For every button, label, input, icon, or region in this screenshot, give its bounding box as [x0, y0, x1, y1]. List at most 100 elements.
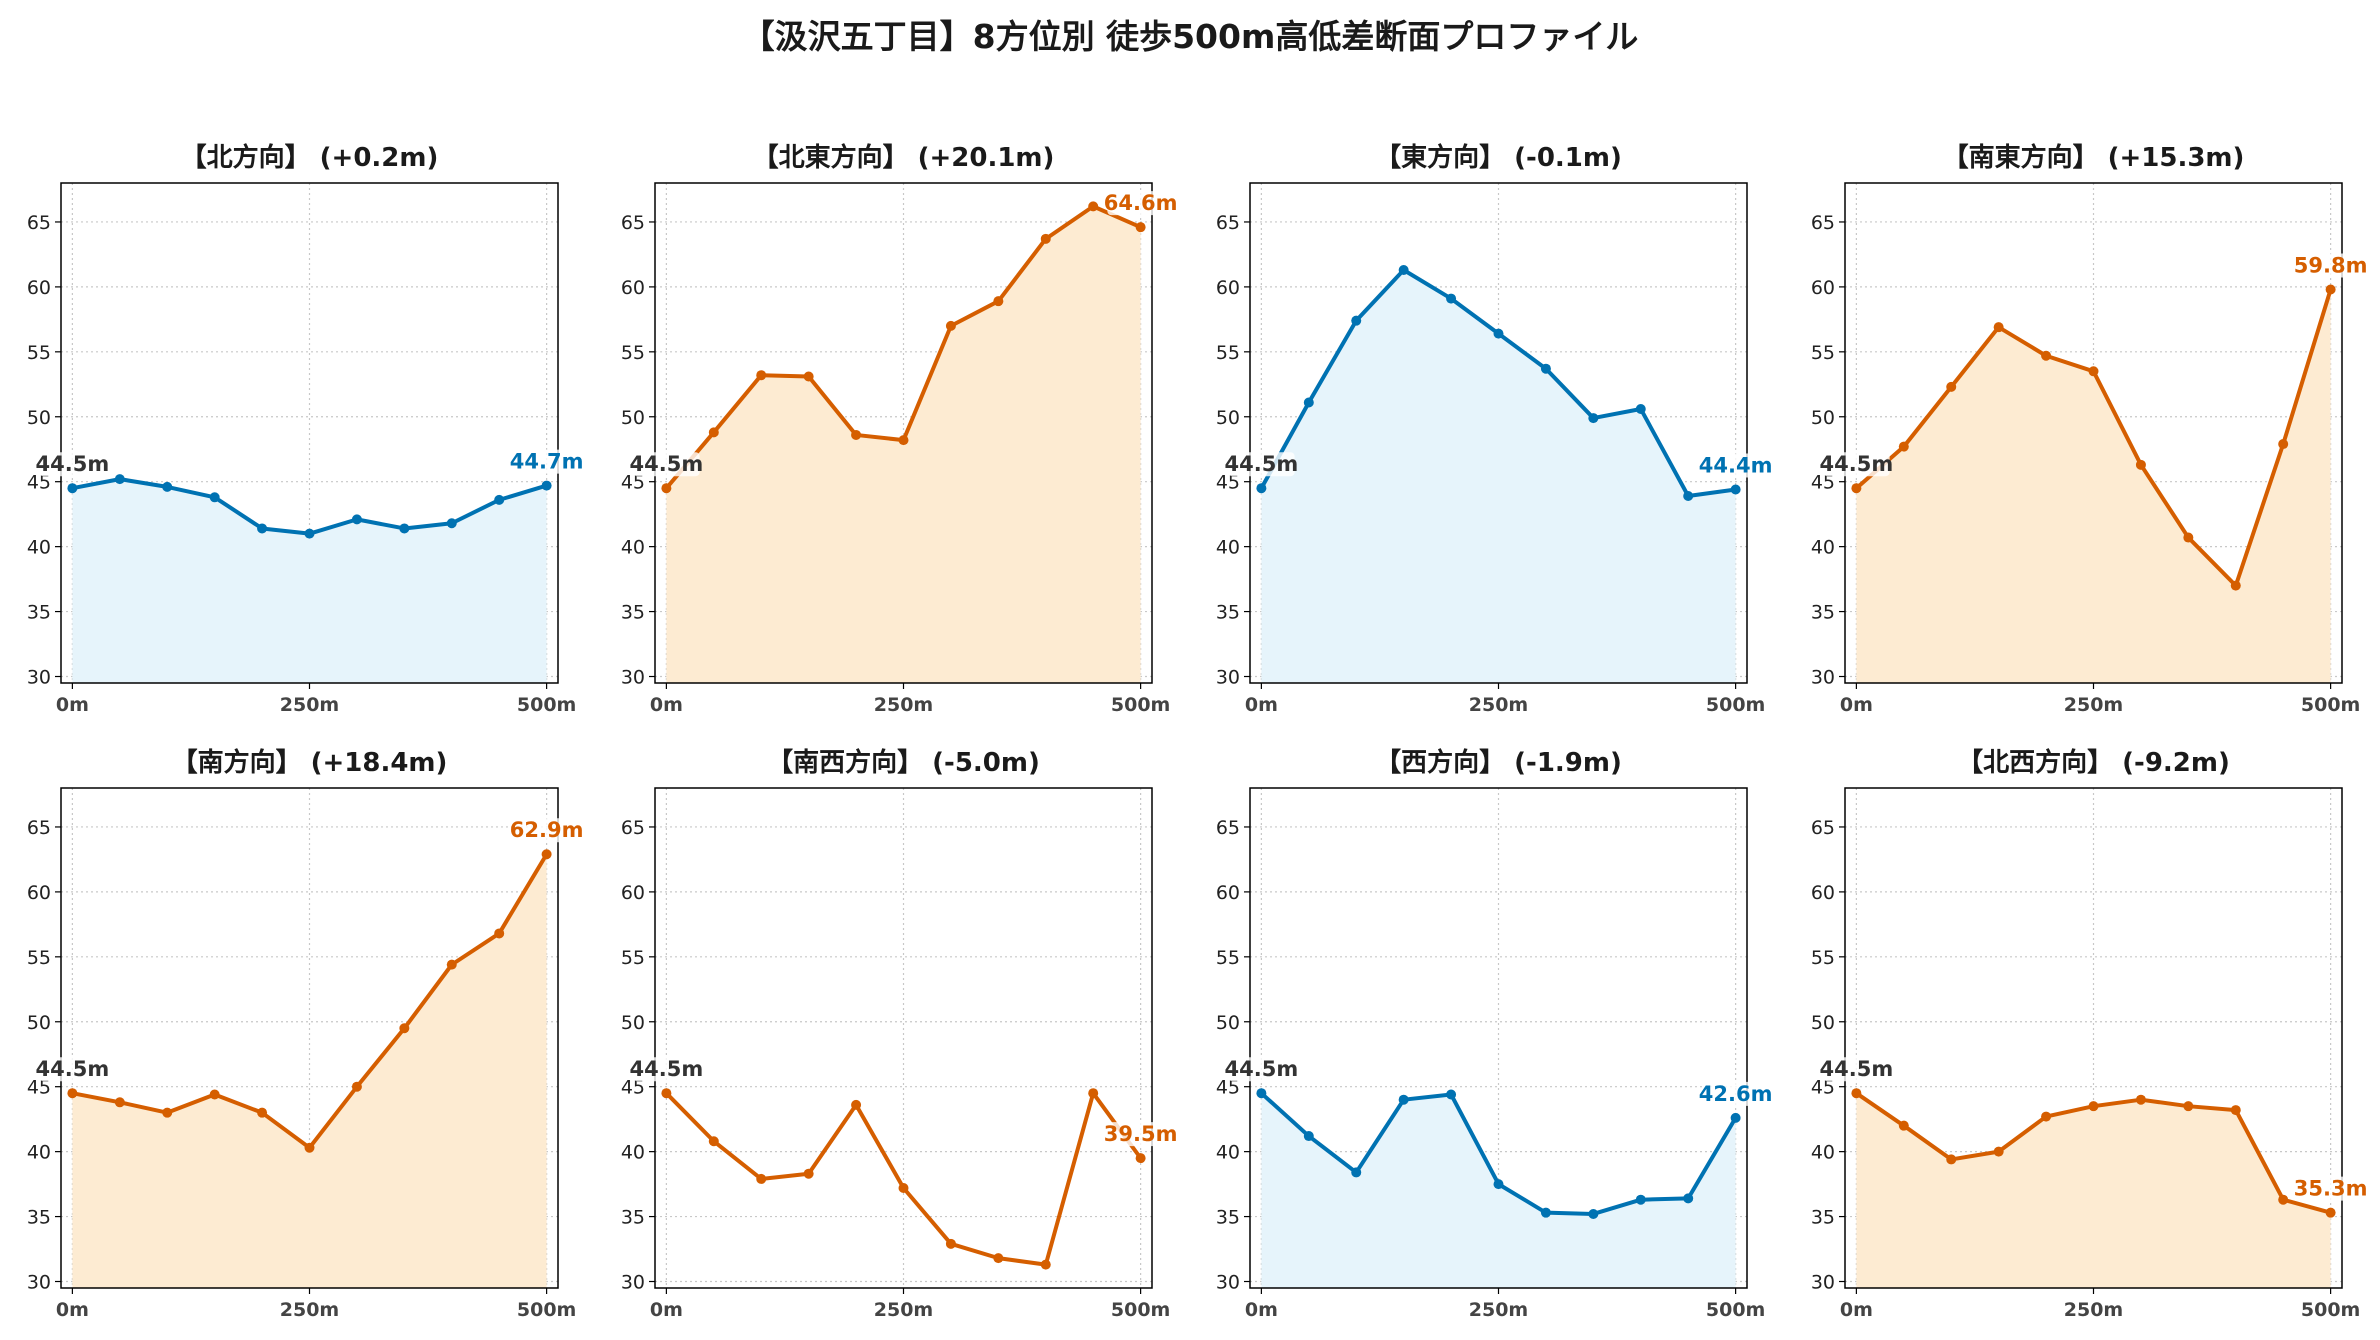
y-tick-label: 30 — [1811, 667, 1835, 689]
y-tick-label: 35 — [27, 602, 51, 624]
data-point — [708, 1136, 719, 1147]
data-point — [661, 483, 672, 494]
data-point — [257, 1107, 268, 1118]
end-elevation-label: 44.7m — [510, 450, 584, 474]
data-point — [304, 528, 315, 539]
data-point — [1351, 315, 1362, 326]
data-point — [1303, 397, 1314, 408]
end-elevation-label-bg — [513, 449, 580, 474]
y-tick-label: 50 — [1811, 407, 1835, 429]
data-point — [756, 1173, 767, 1184]
end-elevation-label: 62.9m — [510, 818, 584, 842]
x-tick-label: 500m — [517, 694, 576, 716]
data-point — [756, 370, 767, 381]
data-point — [898, 1183, 909, 1193]
start-elevation-label: 44.5m — [1225, 1057, 1299, 1081]
data-point — [541, 480, 552, 491]
y-tick-label: 35 — [1811, 602, 1835, 624]
subplot-title: 【東方向】 (-0.1m) — [1375, 142, 1622, 173]
data-point — [898, 435, 909, 446]
data-point — [1040, 233, 1051, 244]
x-tick-label: 0m — [56, 1299, 89, 1321]
start-elevation-label-bg — [633, 452, 700, 477]
chart-panel: 【北西方向】 (-9.2m) 30 35 40 45 50 55 60 65 0m 250m 500m… — [1811, 747, 2368, 1321]
data-point — [1588, 1208, 1599, 1219]
y-tick-label: 30 — [27, 667, 51, 689]
subplot-title: 【南東方向】 (+15.3m) — [1943, 142, 2245, 173]
x-tick-label: 250m — [1469, 694, 1528, 716]
x-tick-label: 0m — [56, 694, 89, 716]
chart-panel: 【西方向】 (-1.9m) 30 35 40 45 50 55 60 65 0m 250m 500m 4… — [1216, 747, 1773, 1321]
data-point — [209, 492, 220, 503]
y-tick-label: 45 — [1811, 1077, 1835, 1099]
y-tick-label: 50 — [621, 407, 645, 429]
start-elevation-label: 44.5m — [630, 1057, 704, 1081]
data-point — [1256, 1088, 1267, 1099]
end-elevation-label-bg — [1702, 453, 1769, 478]
data-point — [446, 959, 457, 970]
start-elevation-label: 44.5m — [36, 452, 110, 476]
y-tick-label: 40 — [27, 1142, 51, 1164]
data-point — [2183, 1101, 2194, 1112]
data-point — [1540, 363, 1551, 374]
y-tick-label: 40 — [621, 537, 645, 559]
data-point — [1635, 403, 1646, 414]
data-point — [67, 1088, 78, 1099]
data-point — [1993, 322, 2004, 333]
start-elevation-label-bg — [1823, 1057, 1890, 1082]
chart-panel: 【南東方向】 (+15.3m) 30 35 40 45 50 55 60 65 0m 250m 500… — [1811, 142, 2368, 716]
x-tick-label: 500m — [1706, 1299, 1765, 1321]
data-point — [446, 518, 457, 529]
x-tick-label: 250m — [280, 694, 339, 716]
data-point — [2278, 439, 2289, 450]
y-tick-label: 65 — [1216, 212, 1240, 234]
y-tick-label: 30 — [621, 1272, 645, 1294]
data-point — [1446, 293, 1457, 304]
y-tick-label: 60 — [1216, 277, 1240, 299]
x-tick-label: 0m — [650, 694, 683, 716]
y-tick-label: 60 — [27, 277, 51, 299]
x-tick-label: 500m — [1706, 694, 1765, 716]
data-point — [1135, 1153, 1146, 1164]
x-tick-label: 0m — [1840, 1299, 1873, 1321]
data-point — [1088, 201, 1099, 212]
data-point — [67, 483, 78, 494]
data-point — [2135, 1094, 2146, 1105]
y-tick-label: 60 — [621, 277, 645, 299]
start-elevation-label-bg — [1823, 452, 1890, 477]
figure-title: 【汲沢五丁目】8方位別 徒歩500m高低差断面プロファイル — [741, 17, 1639, 56]
y-tick-label: 50 — [1811, 1012, 1835, 1034]
data-point — [1398, 1094, 1409, 1105]
data-point — [1946, 381, 1957, 392]
y-tick-label: 45 — [621, 1077, 645, 1099]
subplot-title: 【南方向】 (+18.4m) — [172, 747, 448, 778]
data-point — [1898, 441, 1909, 452]
y-tick-label: 30 — [621, 667, 645, 689]
y-tick-label: 45 — [1811, 472, 1835, 494]
y-tick-label: 65 — [1811, 212, 1835, 234]
data-point — [1303, 1131, 1314, 1142]
y-tick-label: 65 — [27, 817, 51, 839]
y-tick-label: 45 — [27, 472, 51, 494]
elevation-area — [1856, 1093, 2331, 1288]
y-tick-label: 55 — [1216, 947, 1240, 969]
data-point — [1398, 265, 1409, 276]
end-elevation-label-bg — [2297, 253, 2364, 278]
data-point — [1683, 490, 1694, 501]
data-point — [2088, 1101, 2099, 1112]
y-tick-label: 35 — [27, 1207, 51, 1229]
y-tick-label: 35 — [621, 602, 645, 624]
start-elevation-label-bg — [1228, 452, 1295, 477]
data-point — [1493, 328, 1504, 339]
data-point — [1898, 1120, 1909, 1131]
start-elevation-label-bg — [39, 452, 106, 477]
data-point — [1256, 483, 1267, 494]
elevation-area — [72, 854, 547, 1288]
end-elevation-label: 44.4m — [1699, 453, 1773, 477]
data-point — [1446, 1089, 1457, 1100]
y-tick-label: 45 — [27, 1077, 51, 1099]
x-tick-label: 0m — [1245, 1299, 1278, 1321]
data-point — [162, 481, 173, 492]
start-elevation-label: 44.5m — [1820, 1057, 1894, 1081]
